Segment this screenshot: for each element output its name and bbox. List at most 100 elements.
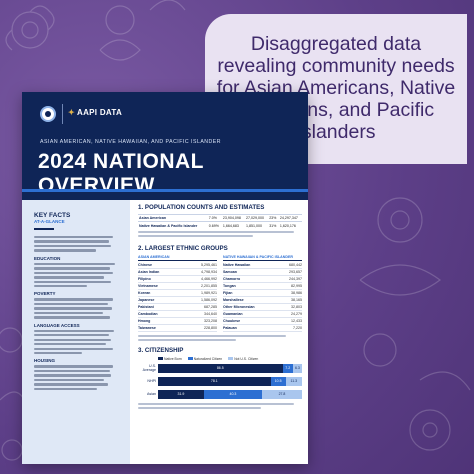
table-cell: 0.69% <box>207 221 222 229</box>
group-row: Cambodian 344,640 <box>138 311 217 318</box>
seal-icon <box>40 106 56 122</box>
group-name: Palauan <box>223 325 237 330</box>
group-row: Japanese 1,586,092 <box>138 297 217 304</box>
group-name: Chinese <box>138 262 152 267</box>
bar-segment: 6.3 <box>292 363 302 373</box>
header-accent-line <box>22 189 308 192</box>
key-facts-sidebar: KEY FACTS AT-A-GLANCE EDUCATION POVERTY … <box>22 200 130 464</box>
floral-pattern <box>0 0 190 100</box>
legend-item: Not U.S. Citizen <box>228 357 258 361</box>
bar-segment: 7.2 <box>282 363 293 373</box>
footnote-line <box>138 334 286 337</box>
text-line <box>34 343 107 346</box>
group-name: Native Hawaiian <box>223 262 251 267</box>
group-row: Fijian 38,986 <box>223 290 302 297</box>
group-row: Native Hawaiian 680,442 <box>223 262 302 269</box>
group-value: 687,285 <box>204 304 217 309</box>
key-facts-divider <box>34 228 54 230</box>
group-value: 24,279 <box>291 311 302 316</box>
group-name: Fijian <box>223 290 233 295</box>
bar-label: NHPI <box>147 379 156 384</box>
ethnic-groups-lists: ASIAN AMERICAN Chinese 5,295,461 Asian Ind… <box>138 255 302 332</box>
document-header: ✦ AAPI DATA ASIAN AMERICAN, NATIVE HAWAII… <box>22 92 308 200</box>
text-line <box>34 236 114 239</box>
group-name: Marshallese <box>223 297 244 302</box>
group-row: Chuukese 12,433 <box>223 318 302 325</box>
nhpi-groups-header: NATIVE HAWAIIAN & PACIFIC ISLANDER <box>223 255 302 261</box>
table-cell: Asian American <box>138 213 208 222</box>
group-value: 228,800 <box>204 325 217 330</box>
group-row: Guamanian 24,279 <box>223 311 302 318</box>
text-line <box>34 298 114 301</box>
text-line <box>34 347 114 350</box>
group-name: Japanese <box>138 297 155 302</box>
text-line <box>34 352 83 355</box>
group-row: Tongan 82,995 <box>223 283 302 290</box>
group-name: Korean <box>138 290 151 295</box>
bar-segment: 10.5 <box>270 376 286 386</box>
group-value: 344,640 <box>204 311 217 316</box>
group-value: 32,803 <box>291 304 302 309</box>
group-value: 323,208 <box>204 318 217 323</box>
group-value: 1,586,092 <box>201 297 217 302</box>
main-content: 1. POPULATION COUNTS AND ESTIMATES Asian… <box>138 204 302 411</box>
stacked-bar: 31.9 40.3 27.8 <box>158 389 302 399</box>
text-line <box>34 302 108 306</box>
group-name: Chamorro <box>223 276 241 281</box>
bar-segment: 27.8 <box>261 389 302 399</box>
text-line <box>34 267 110 270</box>
table-row: Asian American 7.0% 23,904,098 27,029,00… <box>138 213 302 222</box>
text-line <box>34 387 98 391</box>
group-name: Samoan <box>223 269 237 274</box>
group-value: 2,201,855 <box>201 283 217 288</box>
text-line <box>34 271 114 275</box>
group-name: Other Micronesian <box>223 304 255 309</box>
aapi-logo-text: AAPI DATA <box>77 108 123 117</box>
table-cell: 1,664,683 <box>221 221 246 229</box>
asian-groups-header: ASIAN AMERICAN <box>138 255 217 261</box>
footnote-line <box>138 338 237 341</box>
legend-label: Naturalized Citizen <box>193 356 223 361</box>
text-line <box>34 240 109 243</box>
group-row: Chinese 5,295,461 <box>138 262 217 269</box>
table-cell: 23,904,098 <box>221 213 246 222</box>
bar-segment: 78.1 <box>158 376 271 386</box>
group-name: Tongan <box>223 283 236 288</box>
document-preview: ✦ AAPI DATA ASIAN AMERICAN, NATIVE HAWAII… <box>22 92 308 464</box>
text-line <box>34 307 113 310</box>
population-section-title: 1. POPULATION COUNTS AND ESTIMATES <box>138 204 265 211</box>
group-name: Vietnamese <box>138 283 158 288</box>
table-cell: 1,851,000 <box>245 221 269 229</box>
group-name: Cambodian <box>138 311 158 316</box>
bar-label: U.S. Average <box>142 364 156 373</box>
group-row: Chamorro 244,397 <box>223 276 302 283</box>
key-facts-title: KEY FACTS <box>34 212 71 219</box>
citizenship-bar-row: Asian 31.9 40.3 27.8 <box>138 389 302 399</box>
group-row: Asian Indian 4,798,934 <box>138 269 217 276</box>
bar-segment: 40.3 <box>203 389 262 399</box>
group-row: Taiwanese 228,800 <box>138 325 217 332</box>
group-row: Vietnamese 2,201,855 <box>138 283 217 290</box>
text-line <box>34 369 110 373</box>
group-row: Pakistani 687,285 <box>138 304 217 311</box>
legend-label: Not U.S. Citizen <box>234 356 259 361</box>
document-subtitle: ASIAN AMERICAN, NATIVE HAWAIIAN, AND PAC… <box>40 139 221 145</box>
logo-divider <box>62 104 63 124</box>
legend-label: Native Born <box>164 356 182 361</box>
ethnic-groups-section-title: 2. LARGEST ETHNIC GROUPS <box>138 244 228 252</box>
group-value: 5,295,461 <box>201 262 217 267</box>
key-facts-subtitle: AT-A-GLANCE <box>34 219 65 224</box>
group-name: Pakistani <box>138 304 154 309</box>
group-row: Palauan 7,220 <box>223 325 302 332</box>
legend-item: Native Born <box>158 357 182 361</box>
group-row: Samoan 293,657 <box>223 269 302 276</box>
table-cell: 24,297,347 <box>278 213 302 222</box>
footnote-line <box>138 230 294 233</box>
bar-segment: 31.9 <box>158 389 204 399</box>
group-value: 680,442 <box>289 262 302 267</box>
table-cell: 31% <box>268 221 279 229</box>
table-cell: Native Hawaiian & Pacific Islander <box>138 221 208 229</box>
legend-swatch <box>158 357 163 361</box>
text-line <box>34 329 115 332</box>
text-line <box>34 285 87 288</box>
